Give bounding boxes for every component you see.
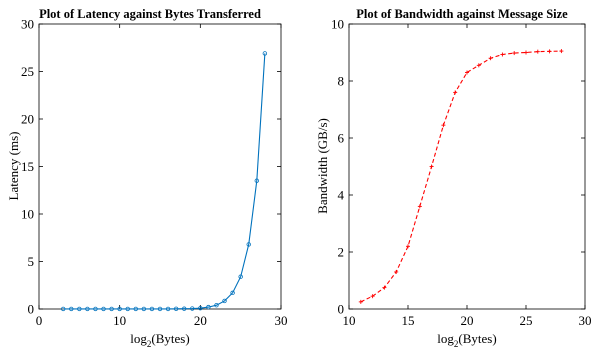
latency-data-point <box>238 274 243 279</box>
latency-plot-area <box>38 23 282 310</box>
latency-data-point <box>206 304 211 310</box>
latency-data-point <box>93 306 98 312</box>
latency-data-point <box>262 51 268 56</box>
latency-chart: Plot of Latency against Bytes Transferre… <box>6 7 288 349</box>
bandwidth-y-tick-label: 8 <box>338 74 345 89</box>
latency-data-point <box>149 306 155 312</box>
bandwidth-y-tick-label: 2 <box>338 245 345 260</box>
bandwidth-data-point <box>453 90 458 95</box>
bandwidth-data-point <box>394 269 399 274</box>
bandwidth-data-point <box>417 204 422 209</box>
latency-data-point <box>109 306 114 312</box>
bandwidth-y-tick-label: 4 <box>338 188 345 203</box>
bandwidth-x-axis-label: log2(Bytes) <box>437 331 496 349</box>
latency-x-tick-label: 10 <box>113 313 126 328</box>
bandwidth-data-point <box>476 63 481 68</box>
bandwidth-data-point <box>524 50 528 55</box>
latency-data-point <box>141 306 147 312</box>
bandwidth-data-point <box>382 285 387 290</box>
bandwidth-y-tick-label: 6 <box>338 131 345 146</box>
latency-y-tick-label: 30 <box>21 17 34 32</box>
latency-y-tick-label: 20 <box>21 112 34 127</box>
bandwidth-plot-area <box>348 23 586 310</box>
bandwidth-data-point <box>559 49 564 54</box>
latency-data-point <box>246 242 251 247</box>
latency-series <box>61 51 268 312</box>
latency-y-tick-label: 10 <box>21 207 34 222</box>
bandwidth-data-point <box>488 56 493 61</box>
latency-data-point <box>173 306 179 312</box>
bandwidth-series-line <box>360 50 562 303</box>
bandwidth-x-tick-label: 30 <box>579 313 592 328</box>
latency-data-point <box>101 306 106 312</box>
latency-data-point <box>133 306 138 312</box>
latency-data-point <box>198 305 203 311</box>
latency-axis-ticks: 0 10 20 30 0 5 10 15 20 25 30 <box>21 17 288 329</box>
bandwidth-data-point <box>465 70 469 75</box>
bandwidth-x-tick-label: 25 <box>520 313 533 328</box>
latency-data-point <box>190 306 195 311</box>
bandwidth-x-tick-label: 20 <box>461 313 474 328</box>
bandwidth-data-point <box>500 52 505 57</box>
bandwidth-chart-title: Plot of Bandwidth against Message Size <box>356 7 568 21</box>
latency-data-point <box>222 298 227 304</box>
bandwidth-axis-ticks: 10 15 20 25 30 0 2 4 6 8 10 <box>331 17 592 329</box>
bandwidth-y-tick-label: 10 <box>331 17 344 32</box>
bandwidth-data-point <box>358 299 363 304</box>
bandwidth-x-tick-label: 10 <box>343 313 356 328</box>
bandwidth-x-tick-label: 15 <box>402 313 415 328</box>
latency-data-point <box>69 306 74 312</box>
latency-data-point <box>254 178 259 183</box>
latency-y-tick-label: 25 <box>21 64 34 79</box>
bandwidth-data-point <box>535 49 540 54</box>
latency-y-tick-label: 0 <box>28 302 35 317</box>
latency-series-line <box>63 53 266 310</box>
bandwidth-data-point <box>547 49 552 54</box>
latency-x-tick-label: 20 <box>194 313 207 328</box>
bandwidth-y-axis-label: Bandwidth (GB/s) <box>315 118 330 214</box>
latency-x-axis-label: log2(Bytes) <box>130 331 189 349</box>
bandwidth-data-point <box>406 244 410 249</box>
latency-x-tick-label: 0 <box>36 313 43 328</box>
latency-data-point <box>157 306 163 312</box>
latency-data-point <box>61 306 66 312</box>
bandwidth-data-point <box>370 294 375 299</box>
latency-x-tick-label: 30 <box>275 313 288 328</box>
latency-y-tick-label: 15 <box>21 159 34 174</box>
latency-y-axis-label: Latency (ms) <box>6 132 21 201</box>
latency-y-tick-label: 5 <box>28 254 35 269</box>
latency-data-point <box>214 303 219 308</box>
latency-data-point <box>181 306 187 311</box>
bandwidth-y-tick-label: 0 <box>338 302 345 317</box>
bandwidth-series <box>358 49 564 304</box>
latency-chart-title: Plot of Latency against Bytes Transferre… <box>39 7 261 21</box>
bandwidth-data-point <box>429 164 434 169</box>
latency-data-point <box>117 306 122 312</box>
latency-data-point <box>230 290 235 296</box>
latency-data-point <box>77 306 82 312</box>
bandwidth-data-point <box>441 123 446 128</box>
bandwidth-data-point <box>512 51 517 56</box>
latency-data-point <box>125 306 130 312</box>
latency-data-point <box>85 306 90 312</box>
latency-data-point <box>165 306 171 312</box>
bandwidth-chart: Plot of Bandwidth against Message Size 1… <box>315 7 592 349</box>
